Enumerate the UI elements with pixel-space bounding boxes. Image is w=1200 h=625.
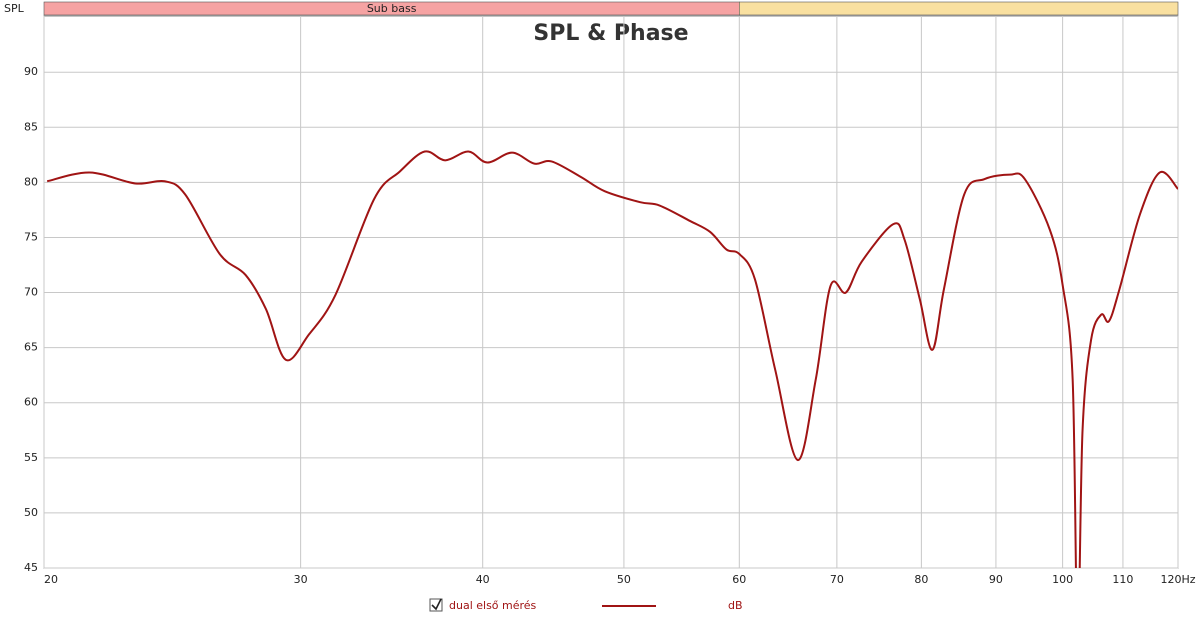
checkmark [431, 598, 442, 611]
y-tick-label: 50 [24, 506, 38, 519]
x-tick-label: 50 [617, 573, 631, 586]
x-tick-label: 30 [294, 573, 308, 586]
data-line [46, 150, 1178, 568]
legend-label[interactable]: dual első mérés [449, 599, 537, 612]
y-axis-label: SPL [4, 2, 25, 15]
y-tick-label: 90 [24, 65, 38, 78]
y-tick-label: 60 [24, 396, 38, 409]
y-tick-label: 85 [24, 120, 38, 133]
y-tick-label: 75 [24, 230, 38, 243]
x-tick-label: 100 [1052, 573, 1073, 586]
x-tick-label: 120Hz [1160, 573, 1195, 586]
legend-unit: dB [728, 599, 743, 612]
y-tick-label: 45 [24, 561, 38, 574]
band-label: Sub bass [367, 2, 417, 15]
y-tick-label: 70 [24, 286, 38, 299]
y-tick-label: 55 [24, 451, 38, 464]
band [739, 1, 1179, 16]
x-tick-label: 20 [44, 573, 58, 586]
x-tick-label: 70 [830, 573, 844, 586]
x-tick-label: 110 [1112, 573, 1133, 586]
y-tick-label: 80 [24, 175, 38, 188]
x-tick-label: 40 [476, 573, 490, 586]
x-tick-label: 80 [914, 573, 928, 586]
chart-title: SPL & Phase [533, 21, 688, 46]
y-tick-label: 65 [24, 341, 38, 354]
x-tick-label: 90 [989, 573, 1003, 586]
plot-area [43, 15, 1179, 569]
x-tick-label: 60 [732, 573, 746, 586]
